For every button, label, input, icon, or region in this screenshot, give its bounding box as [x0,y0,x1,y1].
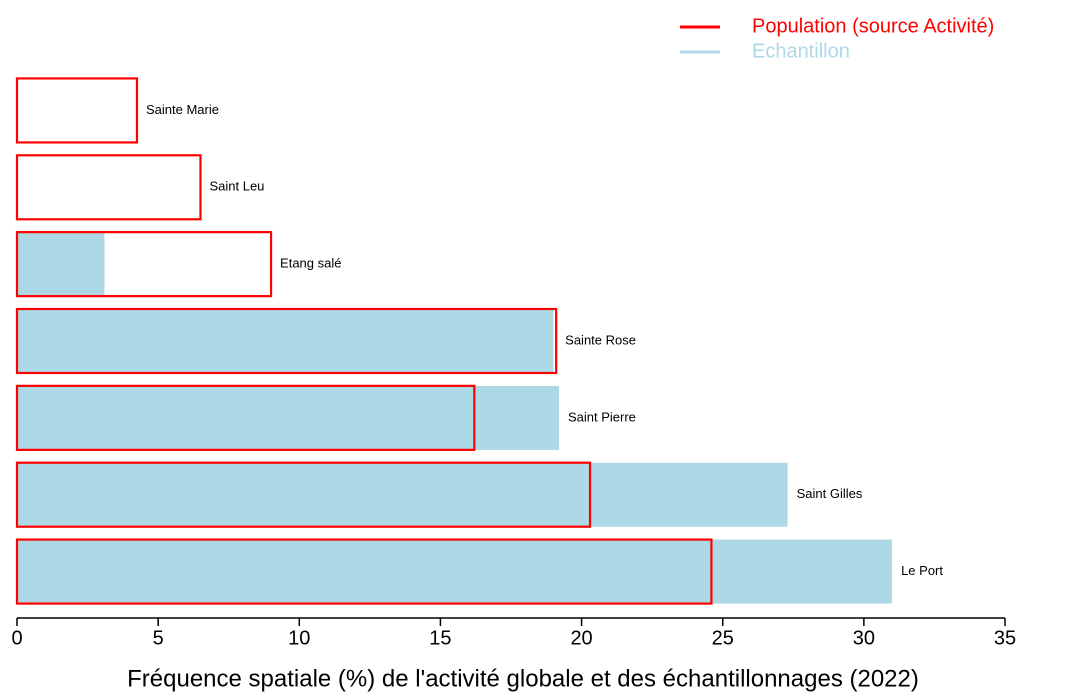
x-tick-label: 25 [712,627,734,649]
category-label: Sainte Marie [146,102,219,117]
x-tick-label: 35 [994,627,1016,649]
x-tick-label: 15 [429,627,451,649]
bar [15,231,273,298]
bar [17,309,554,373]
x-axis-title: Fréquence spatiale (%) de l'activité glo… [127,665,919,692]
x-tick-label: 20 [570,627,592,649]
bar [17,462,788,527]
category-label: Saint Pierre [568,409,636,424]
category-label: Saint Leu [209,179,264,194]
bar [15,307,558,375]
x-tick-label: 30 [853,627,875,649]
x-tick-label: 5 [153,627,164,649]
bar [17,385,559,450]
bar [15,461,592,528]
bar [15,77,139,144]
legend-label: Echantillon [752,40,850,62]
category-label: Le Port [901,563,943,578]
bar [17,539,893,604]
category-label: Etang salé [280,256,341,271]
bar [17,232,105,297]
bar [15,384,476,451]
category-label: Sainte Rose [565,332,636,347]
x-tick-label: 10 [288,627,310,649]
bar [15,154,202,221]
bar [15,538,713,605]
category-label: Saint Gilles [797,486,863,501]
legend-label: Population (source Activité) [752,15,994,37]
x-tick-label: 0 [11,627,22,649]
